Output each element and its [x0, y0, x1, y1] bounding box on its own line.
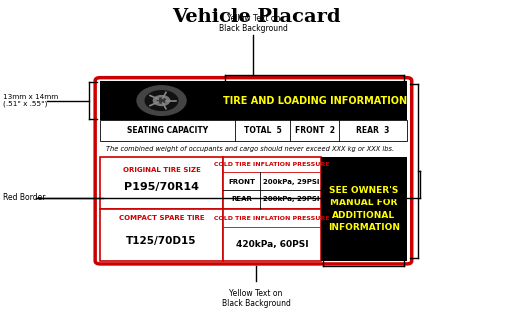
Text: FRONT  2: FRONT 2 [295, 126, 335, 135]
Text: SEATING CAPACITY: SEATING CAPACITY [127, 126, 208, 135]
Text: Vehicle Placard: Vehicle Placard [172, 8, 340, 26]
Circle shape [158, 98, 165, 103]
Bar [321, 157, 407, 261]
Text: COLD TIRE INFLATION PRESSURE: COLD TIRE INFLATION PRESSURE [214, 216, 330, 221]
Text: COLD TIRE INFLATION PRESSURE: COLD TIRE INFLATION PRESSURE [214, 162, 330, 167]
Bar [100, 121, 407, 141]
Circle shape [154, 96, 169, 105]
Text: T125/70D15: T125/70D15 [126, 236, 197, 246]
FancyBboxPatch shape [95, 78, 412, 264]
Text: REAR  3: REAR 3 [356, 126, 390, 135]
Bar [100, 209, 223, 261]
Text: REAR: REAR [231, 196, 252, 202]
Text: Yellow Text on
Black Background: Yellow Text on Black Background [222, 289, 290, 308]
Text: COMPACT SPARE TIRE: COMPACT SPARE TIRE [119, 215, 204, 221]
Circle shape [137, 86, 186, 115]
Text: ORIGINAL TIRE SIZE: ORIGINAL TIRE SIZE [122, 167, 201, 172]
Text: 200kPa, 29PSI: 200kPa, 29PSI [263, 179, 319, 185]
Bar [100, 157, 223, 209]
Text: Red Border: Red Border [3, 193, 46, 202]
Bar [100, 81, 223, 121]
Text: SEE OWNER'S
MANUAL FOR
ADDITIONAL
INFORMATION: SEE OWNER'S MANUAL FOR ADDITIONAL INFORM… [328, 186, 400, 232]
Text: The combined weight of occupants and cargo should never exceed XXX kg or XXX lbs: The combined weight of occupants and car… [106, 146, 395, 152]
Text: P195/70R14: P195/70R14 [124, 182, 199, 192]
Text: TIRE AND LOADING INFORMATION: TIRE AND LOADING INFORMATION [223, 95, 407, 105]
Bar [223, 81, 407, 121]
Circle shape [145, 91, 178, 110]
Text: 200kPa, 29PSI: 200kPa, 29PSI [263, 196, 319, 202]
Text: 420kPa, 60PSI: 420kPa, 60PSI [236, 239, 308, 249]
Text: FRONT: FRONT [228, 179, 255, 185]
Text: 13mm x 14mm
(.51" x .55"): 13mm x 14mm (.51" x .55") [3, 94, 58, 107]
Text: Yellow Text on
Black Background: Yellow Text on Black Background [219, 14, 288, 33]
Bar [223, 157, 321, 209]
Bar [223, 209, 321, 261]
Text: TOTAL  5: TOTAL 5 [244, 126, 282, 135]
